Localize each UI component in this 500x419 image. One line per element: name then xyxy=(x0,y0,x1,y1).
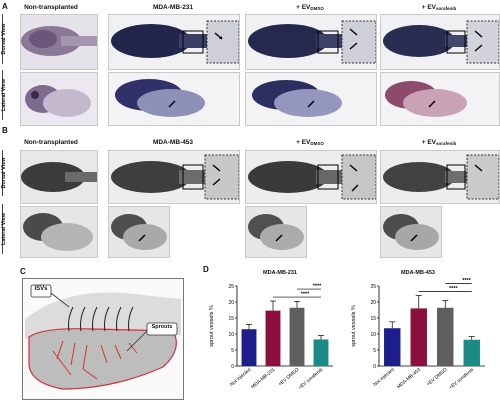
panel-b-col3-title: + EVDMSO xyxy=(296,139,324,146)
panel-b-label: B xyxy=(2,126,8,135)
panel-b-dorsal-mda453-image xyxy=(108,150,240,204)
bar xyxy=(289,307,305,366)
significance-label: **** xyxy=(449,286,458,292)
isv-label: ISVs xyxy=(34,286,48,292)
x-tick-label: +EV DMSO xyxy=(277,367,300,388)
significance-label: **** xyxy=(301,292,310,298)
y-tick-label: 5 xyxy=(373,348,376,354)
panel-a-lateral-nontransplanted-image xyxy=(20,72,98,126)
chart1-title: MDA-MB-231 xyxy=(263,270,297,276)
y-tick-label: 25 xyxy=(228,284,234,290)
significance-label: **** xyxy=(313,284,322,290)
panel-b-dorsal-ev-sorafenib-image xyxy=(380,150,500,204)
panel-a-lateral-ev-sorafenib-image xyxy=(380,72,500,126)
bar xyxy=(384,328,401,366)
panel-a-dorsal-label: Dorsal View xyxy=(1,23,7,55)
y-tick-label: 10 xyxy=(228,332,234,338)
y-tick-label: 25 xyxy=(370,284,376,290)
panel-b-lateral-ev-sorafenib-image xyxy=(380,206,442,258)
bar xyxy=(437,307,454,366)
panel-a-col3-title: + EVDMSO xyxy=(296,4,324,11)
bar xyxy=(241,329,257,366)
panel-a-dorsal-ev-sorafenib-image xyxy=(380,14,500,70)
x-tick-label: MDA-MB-231 xyxy=(250,367,276,390)
bar xyxy=(265,310,281,366)
panel-c-label: C xyxy=(20,267,26,276)
bar xyxy=(463,339,480,366)
panel-a-dorsal-nontransplanted-image xyxy=(20,14,98,70)
panel-b-dorsal-label: Dorsal View xyxy=(1,157,7,189)
sprouts-label: Sprouts xyxy=(151,324,173,330)
x-tick-label: +EV DMSO xyxy=(426,367,449,388)
panel-d-label: D xyxy=(203,265,209,274)
panel-a-lateral-mda231-image xyxy=(108,72,240,126)
significance-label: **** xyxy=(462,278,471,284)
chart2-title: MDA-MB-453 xyxy=(401,270,435,276)
y-tick-label: 15 xyxy=(228,316,234,322)
panel-a-lateral-ev-dmso-image xyxy=(245,72,377,126)
x-tick-label: MDA-MB-453 xyxy=(396,367,422,390)
panel-b-dorsal-nontransplanted-image xyxy=(20,150,98,204)
y-tick-label: 10 xyxy=(370,332,376,338)
y-axis-label: sprout vessels % xyxy=(351,305,357,347)
panel-a-lateral-label: Lateral View xyxy=(1,79,7,111)
panel-b-col1-title: Non-transplanted xyxy=(24,139,78,146)
bar xyxy=(313,339,329,366)
panel-a-dorsal-mda231-image xyxy=(108,14,240,70)
panel-b-col4-title: + EVsorafenib xyxy=(421,139,457,146)
y-tick-label: 0 xyxy=(231,364,234,370)
panel-a-col1-title: Non-transplanted xyxy=(24,4,78,11)
panel-a-dorsal-ev-dmso-image xyxy=(245,14,377,70)
panel-b-dorsal-ev-dmso-image xyxy=(245,150,377,204)
panel-a-col2-title: MDA-MB-231 xyxy=(152,4,194,11)
panel-b-lateral-ev-dmso-image xyxy=(245,206,307,258)
bar xyxy=(410,308,427,366)
x-tick-label: +EV sorafenib xyxy=(297,367,324,391)
panel-b-lateral-label: Lateral View xyxy=(1,213,7,245)
panel-b-col2-title: MDA-MB-453 xyxy=(152,139,194,146)
panel-a-label: A xyxy=(2,2,8,11)
y-tick-label: 20 xyxy=(228,300,234,306)
y-tick-label: 0 xyxy=(373,364,376,370)
panel-c-schematic: ISVs Sprouts xyxy=(22,278,184,400)
y-axis-label: sprout vessels % xyxy=(209,305,215,347)
y-tick-label: 20 xyxy=(370,300,376,306)
y-tick-label: 15 xyxy=(370,316,376,322)
panel-b-lateral-nontransplanted-image xyxy=(20,206,98,258)
panel-a-col4-title: + EVsorafenib xyxy=(421,4,457,11)
panel-b-lateral-mda453-image xyxy=(108,206,170,258)
y-tick-label: 5 xyxy=(231,348,234,354)
x-tick-label: +EV sorafenib xyxy=(448,367,475,391)
